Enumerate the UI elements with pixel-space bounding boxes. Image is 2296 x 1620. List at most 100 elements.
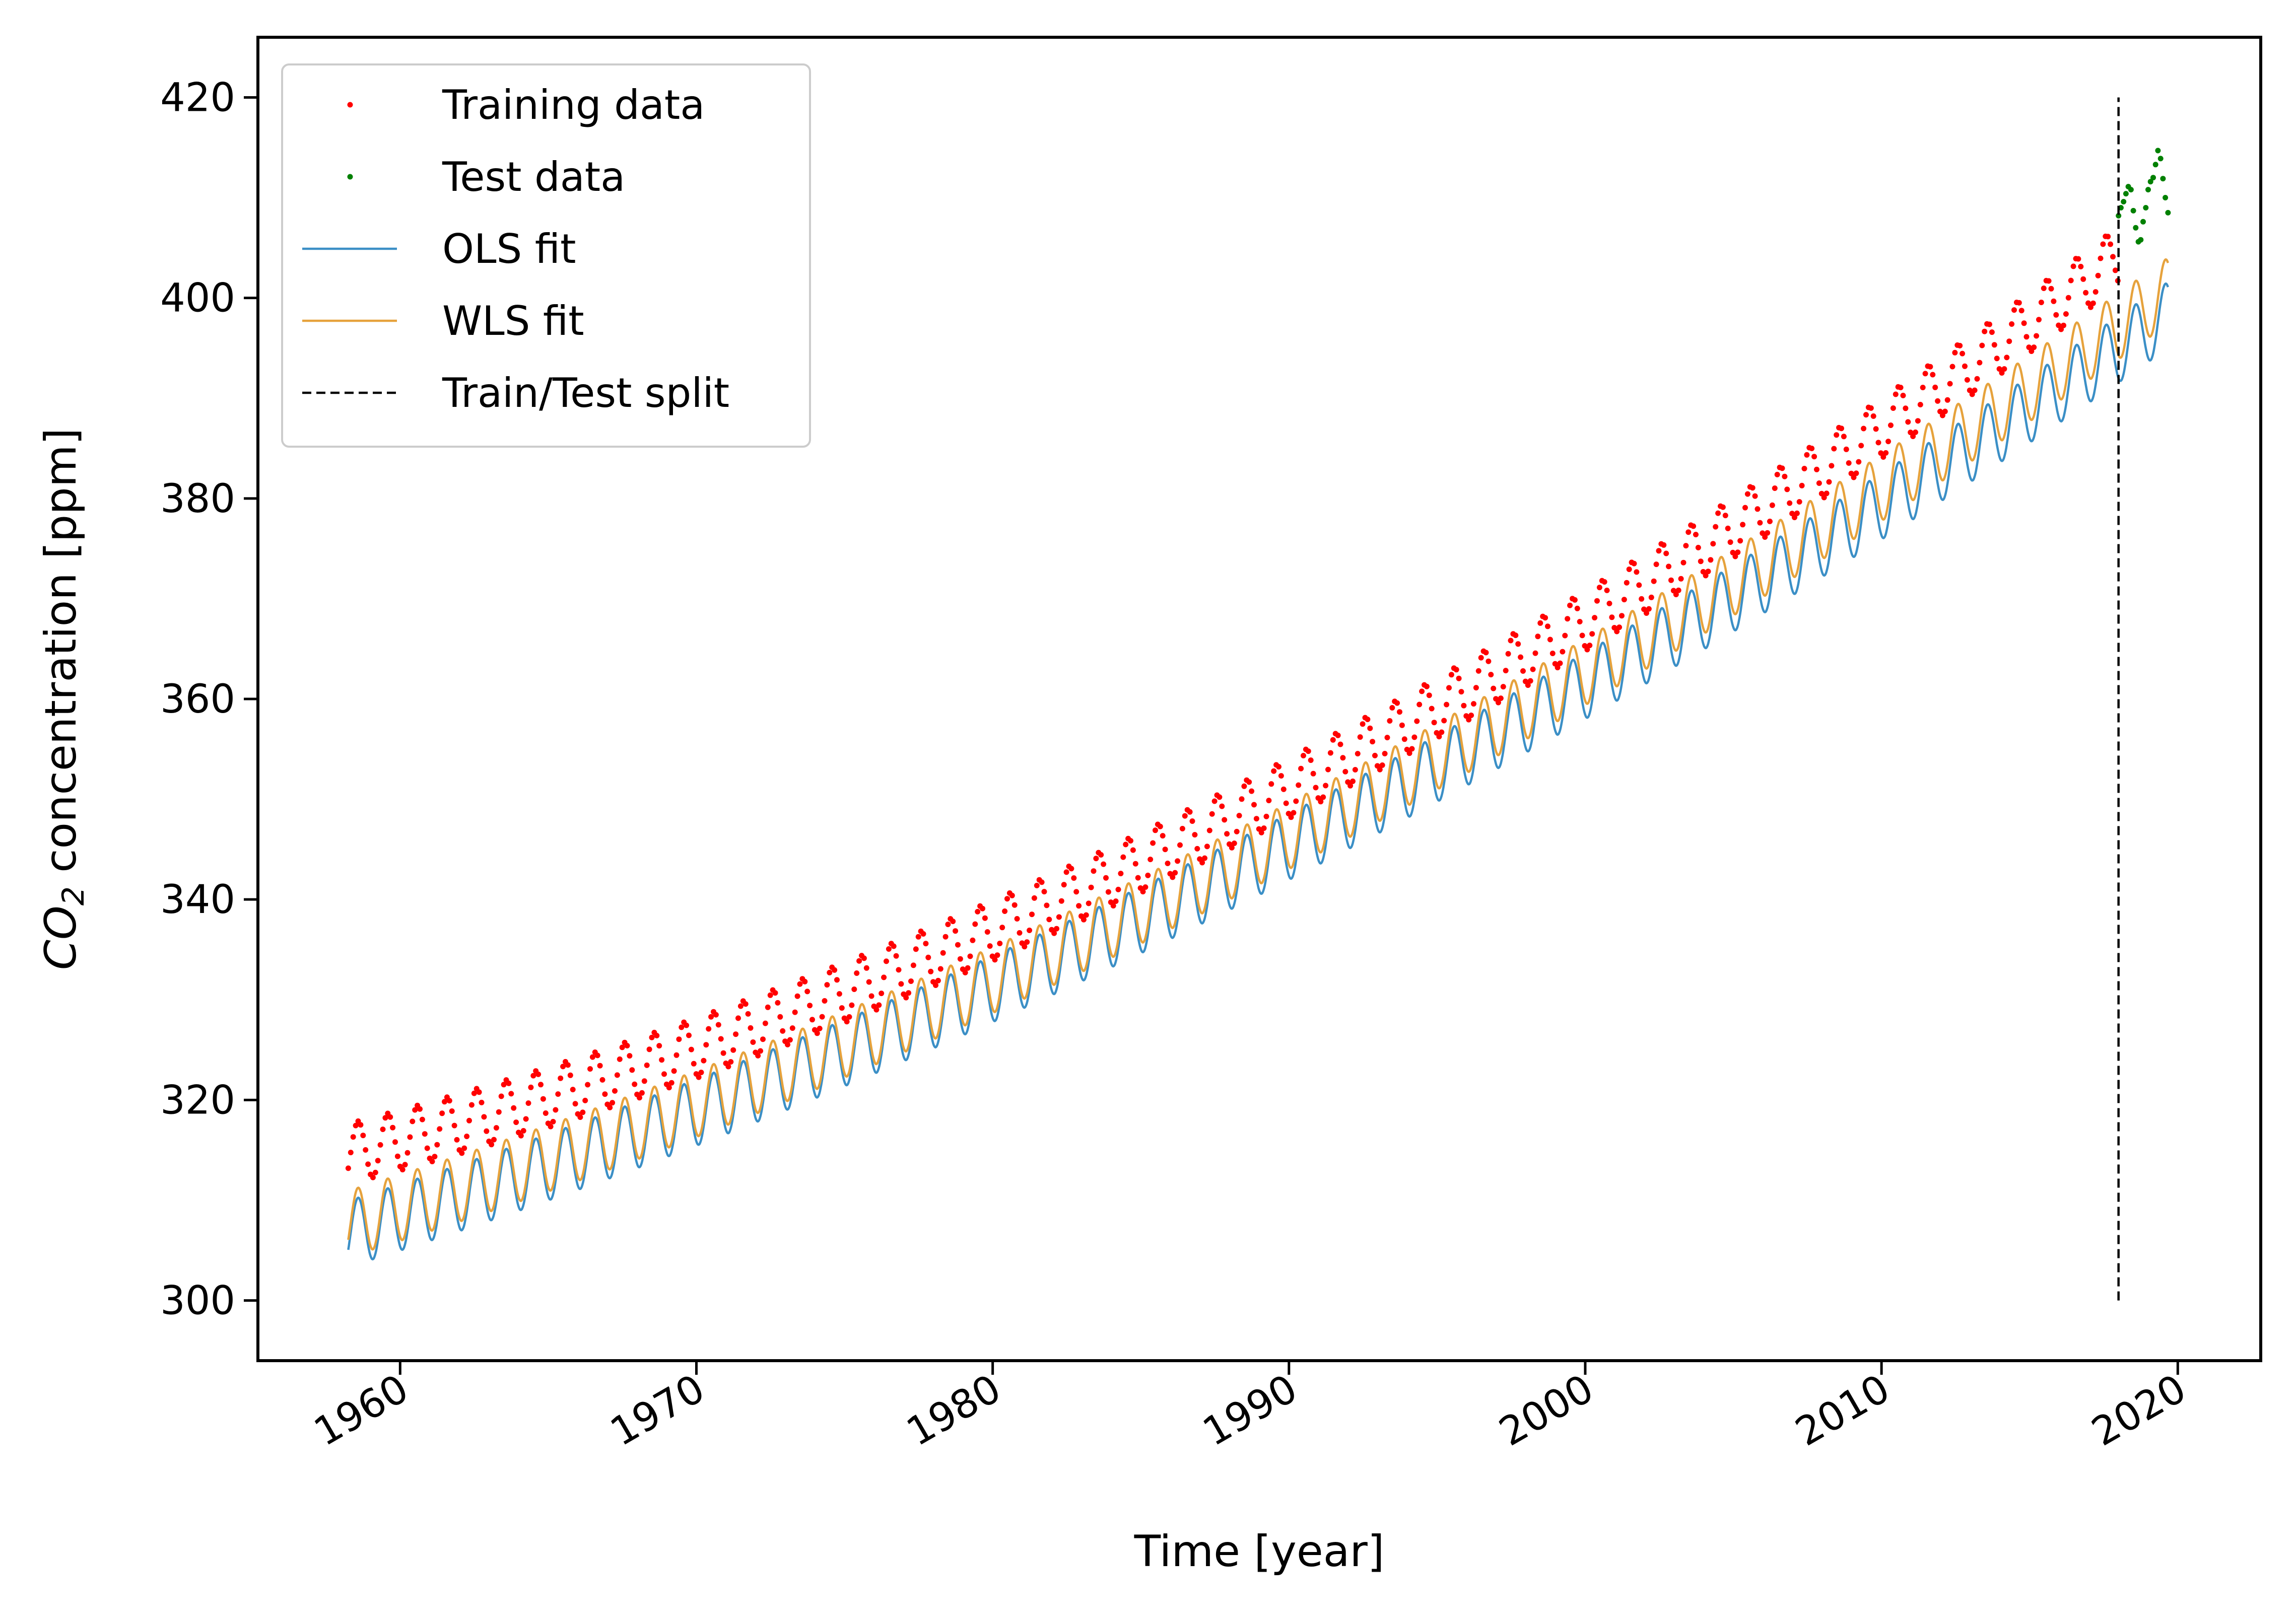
- data-point: [1041, 889, 1047, 895]
- data-point: [814, 1030, 820, 1036]
- data-point: [1994, 356, 2000, 362]
- data-point: [580, 1109, 586, 1115]
- data-point: [2018, 308, 2024, 314]
- data-point: [1505, 651, 1511, 657]
- series-points-0: [345, 233, 2121, 1180]
- data-point: [696, 1074, 702, 1080]
- data-point: [1735, 549, 1741, 555]
- data-point: [1653, 561, 1659, 568]
- data-point: [1475, 668, 1481, 674]
- data-point: [1261, 825, 1267, 831]
- data-point: [1280, 786, 1287, 792]
- data-point: [1128, 838, 1133, 844]
- data-point: [1811, 454, 1817, 460]
- data-point: [1713, 524, 1719, 530]
- data-point: [1135, 875, 1141, 881]
- data-point: [1527, 678, 1533, 684]
- data-point: [1471, 701, 1476, 707]
- data-point: [706, 1026, 712, 1032]
- data-point: [1088, 884, 1094, 890]
- data-point: [550, 1118, 556, 1124]
- data-point: [1920, 385, 1926, 390]
- data-point: [804, 989, 811, 995]
- data-point: [2065, 295, 2071, 301]
- data-point: [1081, 917, 1087, 923]
- data-point: [1841, 434, 1847, 440]
- data-point: [1150, 840, 1156, 846]
- data-point: [1009, 892, 1015, 898]
- data-point: [925, 954, 931, 960]
- data-point: [646, 1046, 652, 1052]
- data-point: [382, 1115, 388, 1121]
- data-point: [1999, 370, 2005, 376]
- data-point: [780, 1028, 786, 1034]
- data-point: [402, 1162, 408, 1168]
- data-point: [1231, 840, 1237, 847]
- data-point: [2023, 334, 2030, 340]
- data-point: [422, 1131, 428, 1137]
- data-point: [827, 969, 833, 975]
- data-point: [553, 1107, 559, 1113]
- data-point: [1727, 539, 1733, 545]
- data-point: [987, 943, 993, 949]
- data-point: [730, 1047, 736, 1053]
- data-point: [528, 1084, 534, 1090]
- data-point: [794, 993, 800, 999]
- legend-label: OLS fit: [442, 226, 576, 272]
- data-point: [1974, 376, 1980, 382]
- data-point: [1666, 564, 1672, 570]
- data-point: [1241, 783, 1247, 789]
- data-point: [691, 1061, 697, 1067]
- data-point: [1831, 446, 1837, 452]
- data-point: [1103, 875, 1109, 881]
- data-point: [984, 929, 990, 935]
- data-point: [2031, 344, 2037, 350]
- data-point: [1330, 737, 1336, 743]
- data-point: [594, 1052, 600, 1059]
- data-point: [1073, 889, 1079, 895]
- data-point: [432, 1154, 438, 1160]
- data-point: [1991, 342, 1997, 348]
- data-point: [624, 1043, 630, 1048]
- data-point: [1821, 495, 1827, 501]
- data-point: [523, 1116, 529, 1122]
- data-point: [1560, 649, 1566, 655]
- data-point: [2121, 199, 2127, 204]
- data-point: [1917, 402, 1923, 407]
- data-point: [2001, 366, 2007, 372]
- data-point: [1525, 682, 1531, 688]
- data-point: [2075, 256, 2081, 262]
- data-point: [1843, 446, 1849, 452]
- data-point: [1532, 650, 1538, 656]
- data-point: [873, 1007, 880, 1013]
- data-point: [2046, 278, 2052, 284]
- data-point: [1271, 768, 1277, 774]
- data-point: [1263, 813, 1269, 819]
- data-point: [1880, 454, 1886, 460]
- data-point: [836, 991, 842, 997]
- data-point: [1562, 632, 1568, 639]
- data-point: [933, 982, 938, 988]
- data-point: [1856, 459, 1862, 465]
- data-point: [587, 1066, 593, 1072]
- data-point: [1246, 779, 1252, 785]
- data-point: [1034, 883, 1040, 888]
- data-point: [1431, 720, 1437, 726]
- data-point: [2160, 176, 2166, 182]
- data-point: [824, 982, 830, 988]
- data-point: [511, 1105, 517, 1111]
- data-point: [1515, 641, 1521, 647]
- data-point: [1091, 868, 1097, 874]
- data-point: [399, 1167, 406, 1173]
- data-point: [1893, 391, 1899, 397]
- data-point: [1868, 405, 1874, 411]
- data-point: [2090, 300, 2096, 306]
- data-point: [1834, 432, 1840, 438]
- data-point: [1987, 321, 1992, 327]
- data-point: [1680, 559, 1686, 566]
- data-point: [1056, 914, 1062, 920]
- data-point: [1192, 832, 1198, 838]
- data-point: [476, 1089, 482, 1095]
- data-point: [898, 981, 904, 987]
- data-point: [1031, 895, 1037, 901]
